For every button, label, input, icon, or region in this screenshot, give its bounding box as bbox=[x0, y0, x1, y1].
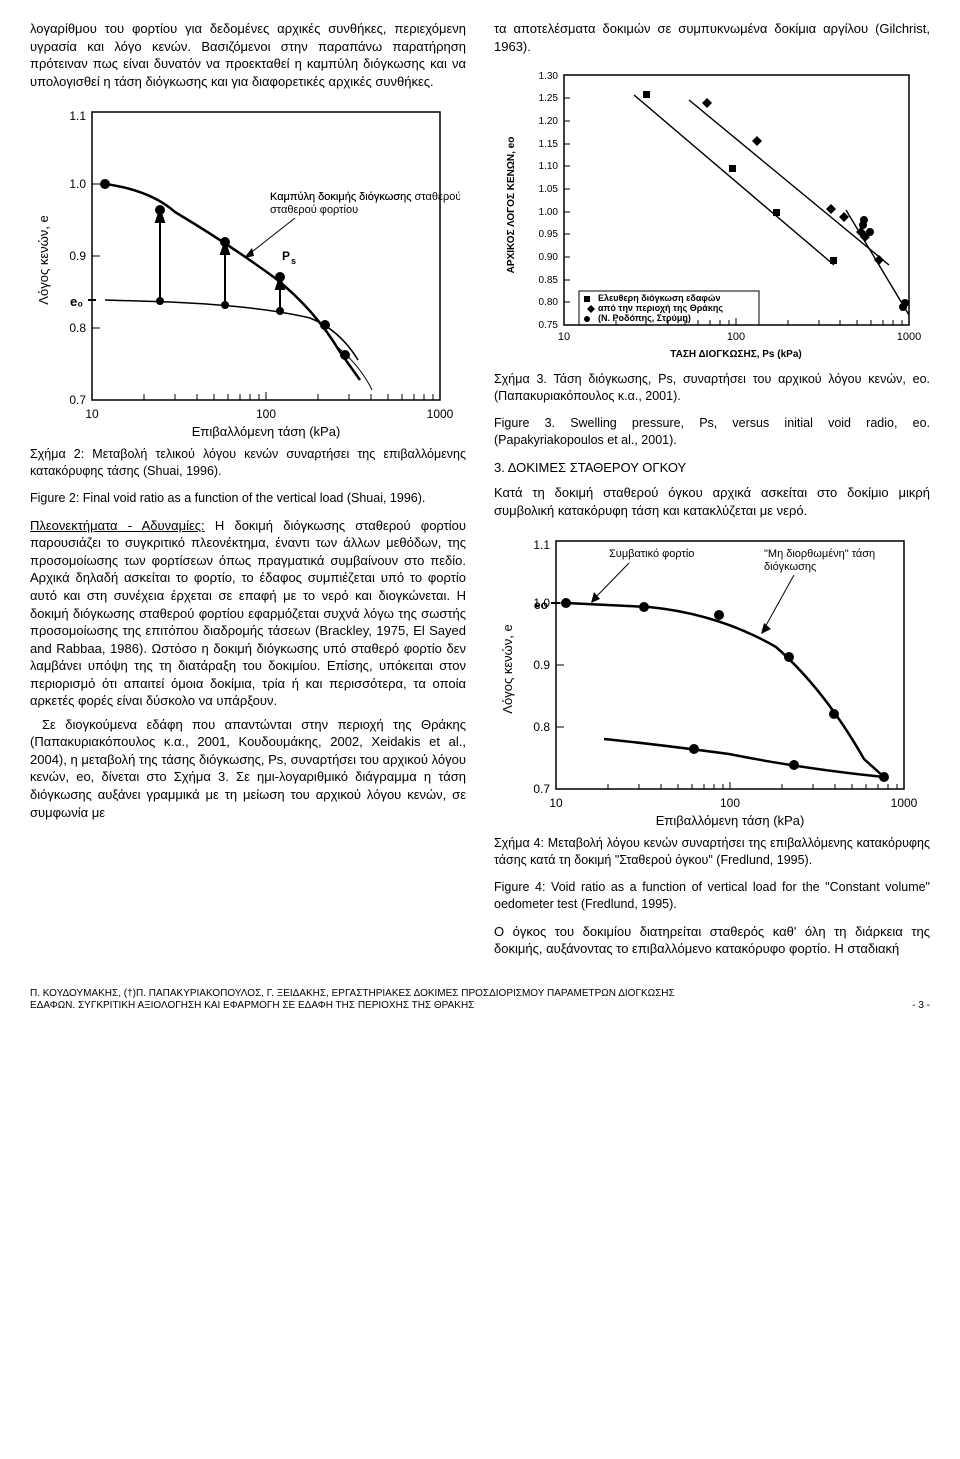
left-column: λογαρίθμου του φορτίου για δεδομένες αρχ… bbox=[30, 20, 466, 964]
page-footer: Π. ΚΟΥΔΟΥΜΑΚΗΣ, (†)Π. ΠΑΠΑΚΥΡΙΑΚΟΠΟΥΛΟΣ,… bbox=[30, 988, 930, 1012]
left-p1: λογαρίθμου του φορτίου για δεδομένες αρχ… bbox=[30, 20, 466, 90]
svg-text:1000: 1000 bbox=[897, 331, 921, 343]
svg-text:1.15: 1.15 bbox=[539, 139, 559, 150]
svg-text:0.85: 0.85 bbox=[539, 275, 559, 286]
svg-text:Λόγος κενών, e: Λόγος κενών, e bbox=[36, 215, 51, 304]
footer-line-1: Π. ΚΟΥΔΟΥΜΑΚΗΣ, (†)Π. ΠΑΠΑΚΥΡΙΑΚΟΠΟΥΛΟΣ,… bbox=[30, 988, 675, 1000]
svg-text:"Μη διορθωμένη" τάση: "Μη διορθωμένη" τάση διόγκωσης bbox=[764, 548, 878, 573]
svg-text:10: 10 bbox=[85, 407, 99, 421]
left-p3: Σε διογκούμενα εδάφη που απαντώνται στην… bbox=[30, 716, 466, 821]
right-p1: τα αποτελέσματα δοκιμών σε συμπυκνωμένα … bbox=[494, 20, 930, 55]
right-column: τα αποτελέσματα δοκιμών σε συμπυκνωμένα … bbox=[494, 20, 930, 964]
svg-text:Καμπύλη δοκιμής διόγκωσης: Καμπύλη δοκιμής διόγκωσης σταθερού φορτί… bbox=[270, 191, 415, 216]
svg-text:0.9: 0.9 bbox=[69, 249, 86, 263]
svg-text:100: 100 bbox=[256, 407, 276, 421]
figure-2: 0.7 0.8 0.9 1.0 1.1 10 100 1000 bbox=[30, 100, 466, 440]
svg-text:1000: 1000 bbox=[891, 796, 918, 810]
svg-text:eo: eo bbox=[534, 598, 548, 612]
page-number: - 3 - bbox=[912, 1000, 930, 1012]
svg-text:0.80: 0.80 bbox=[539, 297, 559, 308]
svg-text:1.00: 1.00 bbox=[539, 207, 559, 218]
caption-2-en: Figure 2: Final void ratio as a function… bbox=[30, 490, 466, 507]
svg-text:0.75: 0.75 bbox=[539, 320, 559, 331]
svg-text:ΤΑΣΗ ΔΙΟΓΚΩΣΗΣ, Ps (kPa): ΤΑΣΗ ΔΙΟΓΚΩΣΗΣ, Ps (kPa) bbox=[670, 349, 801, 360]
svg-text:Συμβατικό φορτίο: Συμβατικό φορτίο bbox=[609, 548, 694, 560]
svg-text:1.30: 1.30 bbox=[539, 71, 559, 82]
caption-2-gr: Σχήμα 2: Μεταβολή τελικού λόγου κενών συ… bbox=[30, 446, 466, 480]
svg-text:100: 100 bbox=[727, 331, 745, 343]
svg-text:από την περιοχή της Θράκης: από την περιοχή της Θράκης bbox=[598, 303, 723, 313]
svg-text:s: s bbox=[291, 256, 296, 266]
svg-text:0.8: 0.8 bbox=[533, 720, 550, 734]
svg-text:10: 10 bbox=[549, 796, 563, 810]
svg-text:Λόγος κενών, e: Λόγος κενών, e bbox=[500, 625, 515, 714]
footer-line-2: ΕΔΑΦΩΝ. ΣΥΓΚΡΙΤΙΚΗ ΑΞΙΟΛΟΓΗΣΗ ΚΑΙ ΕΦΑΡΜΟ… bbox=[30, 1000, 675, 1012]
figure-4: 0.7 0.8 0.9 1.0 1.1 10 100 1000 bbox=[494, 529, 930, 829]
svg-text:Επιβαλλόμενη τάση (kPa): Επιβαλλόμενη τάση (kPa) bbox=[656, 813, 805, 828]
svg-text:1.20: 1.20 bbox=[539, 116, 559, 127]
svg-text:10: 10 bbox=[558, 331, 570, 343]
caption-4-gr: Σχήμα 4: Μεταβολή λόγου κενών συναρτήσει… bbox=[494, 835, 930, 869]
svg-text:0.7: 0.7 bbox=[533, 782, 550, 796]
svg-text:0.7: 0.7 bbox=[69, 393, 86, 407]
svg-text:1.05: 1.05 bbox=[539, 184, 559, 195]
svg-text:1000: 1000 bbox=[427, 407, 454, 421]
svg-text:e₀: e₀ bbox=[70, 294, 83, 309]
left-p2: Πλεονεκτήματα - Αδυναμίες: Η δοκιμή διόγ… bbox=[30, 517, 466, 710]
svg-text:0.90: 0.90 bbox=[539, 252, 559, 263]
section-3-title: 3. ΔΟΚΙΜΕΣ ΣΤΑΘΕΡΟΥ ΟΓΚΟΥ bbox=[494, 459, 930, 477]
svg-text:1.25: 1.25 bbox=[539, 93, 559, 104]
svg-text:Ελευθερη διόγκωση εδαφών: Ελευθερη διόγκωση εδαφών bbox=[598, 293, 720, 303]
caption-3-gr: Σχήμα 3. Τάση διόγκωσης, Ps, συναρτήσει … bbox=[494, 371, 930, 405]
svg-text:0.9: 0.9 bbox=[533, 658, 550, 672]
right-p3: Ο όγκος του δοκιμίου διατηρείται σταθερό… bbox=[494, 923, 930, 958]
caption-3-en: Figure 3. Swelling pressure, Ps, versus … bbox=[494, 415, 930, 449]
svg-text:(Ν. Ροδόπης, Στρύμη): (Ν. Ροδόπης, Στρύμη) bbox=[598, 313, 691, 323]
svg-text:1.1: 1.1 bbox=[533, 538, 550, 552]
svg-text:1.0: 1.0 bbox=[69, 177, 86, 191]
caption-4-en: Figure 4: Void ratio as a function of ve… bbox=[494, 879, 930, 913]
svg-text:0.95: 0.95 bbox=[539, 229, 559, 240]
svg-text:P: P bbox=[282, 249, 290, 263]
svg-text:0.8: 0.8 bbox=[69, 321, 86, 335]
svg-text:1.10: 1.10 bbox=[539, 161, 559, 172]
svg-text:ΑΡΧΙΚΟΣ ΛΟΓΟΣ ΚΕΝΩΝ, eo: ΑΡΧΙΚΟΣ ΛΟΓΟΣ ΚΕΝΩΝ, eo bbox=[506, 137, 517, 274]
svg-text:1.1: 1.1 bbox=[69, 109, 86, 123]
figure-3: 0.75 0.80 0.85 0.90 0.95 1.00 1.05 1.10 … bbox=[494, 65, 930, 365]
svg-text:Επιβαλλόμενη τάση (kPa): Επιβαλλόμενη τάση (kPa) bbox=[192, 424, 341, 439]
svg-text:100: 100 bbox=[720, 796, 740, 810]
right-p2: Κατά τη δοκιμή σταθερού όγκου αρχικά ασκ… bbox=[494, 484, 930, 519]
